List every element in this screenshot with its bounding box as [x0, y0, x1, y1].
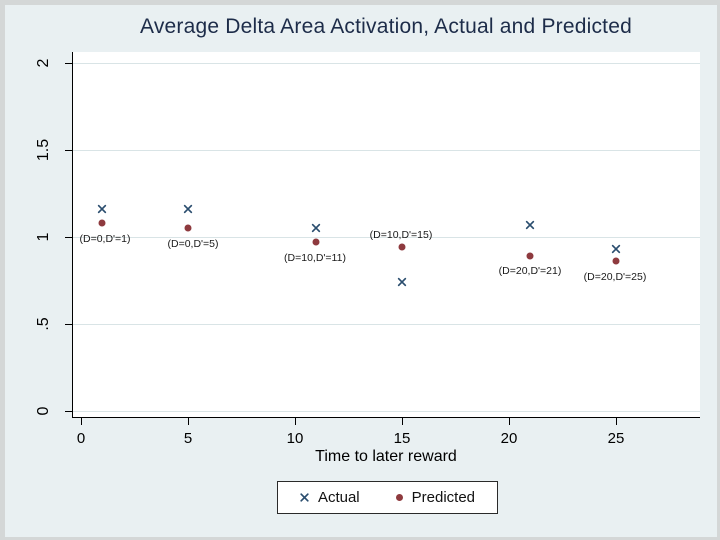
x-axis-tick — [295, 418, 296, 425]
marker-label: (D=10,D'=11) — [284, 252, 346, 264]
plot-area — [72, 52, 700, 418]
x-axis-tick-label: 25 — [607, 430, 625, 447]
y-axis-tick-label: 2 — [35, 58, 52, 68]
gridline — [73, 411, 700, 412]
x-marker-icon — [526, 220, 535, 229]
gridline — [73, 63, 700, 64]
data-point-actual — [98, 205, 107, 214]
legend-item-predicted: Predicted — [395, 489, 476, 506]
gridline — [73, 150, 700, 151]
x-axis-tick — [402, 418, 403, 425]
y-axis-tick-label: 0 — [35, 406, 52, 416]
marker-label: (D=0,D'=5) — [167, 238, 219, 250]
marker-label: (D=10,D'=15) — [369, 229, 433, 241]
x-axis-tick-label: 20 — [500, 430, 518, 447]
marker-label: (D=20,D'=25) — [583, 271, 647, 283]
x-marker-icon — [397, 278, 407, 287]
dot-marker-icon — [184, 224, 192, 232]
legend-item-label: Predicted — [411, 489, 476, 506]
data-point-actual — [312, 224, 321, 233]
x-marker-icon — [98, 205, 107, 214]
data-point-predicted — [184, 224, 192, 232]
marker-label: (D=20,D'=21) — [498, 265, 562, 277]
y-axis-tick-label: 1 — [35, 232, 52, 242]
data-point-actual — [611, 245, 621, 254]
data-point-actual — [397, 278, 407, 287]
dot-marker-icon — [398, 243, 406, 251]
gridline — [73, 237, 700, 238]
x-axis-tick — [509, 418, 510, 425]
dot-marker-icon — [312, 238, 320, 246]
y-axis-tick — [65, 237, 72, 238]
data-point-predicted — [612, 257, 620, 265]
x-axis-tick — [616, 418, 617, 425]
y-axis-tick — [65, 324, 72, 325]
data-point-actual — [183, 205, 193, 214]
x-marker-icon — [183, 205, 193, 214]
x-marker-icon — [312, 224, 321, 233]
y-axis-tick-label: 1.5 — [35, 138, 52, 162]
data-point-predicted — [398, 243, 406, 251]
legend-dot — [395, 494, 403, 501]
x-axis-tick — [81, 418, 82, 425]
x-axis-tick-label: 15 — [393, 430, 411, 447]
y-axis-tick — [65, 411, 72, 412]
dot-marker-icon — [526, 252, 534, 260]
x-axis-tick-label: 10 — [286, 430, 304, 447]
x-marker-icon — [611, 245, 621, 254]
legend-item-actual: Actual — [300, 489, 360, 506]
data-point-actual — [526, 220, 535, 229]
x-axis-tick-label: 0 — [76, 430, 86, 447]
x-axis-tick-label: 5 — [183, 430, 193, 447]
data-point-predicted — [526, 252, 534, 260]
dot-marker-icon — [612, 257, 620, 265]
chart-title: Average Delta Area Activation, Actual an… — [140, 15, 632, 38]
dot-marker-icon — [98, 219, 106, 227]
y-axis-tick — [65, 63, 72, 64]
marker-label: (D=0,D'=1) — [79, 233, 131, 245]
legend-item-label: Actual — [317, 489, 360, 506]
data-point-predicted — [312, 238, 320, 246]
data-point-predicted — [98, 219, 106, 227]
gridline — [73, 324, 700, 325]
y-axis-tick-label: .5 — [35, 317, 52, 331]
legend-marker — [395, 494, 403, 501]
x-axis-title: Time to later reward — [315, 448, 457, 465]
legend: Actual Predicted — [277, 481, 498, 514]
x-axis-tick — [188, 418, 189, 425]
y-axis-tick — [65, 150, 72, 151]
legend-marker — [300, 493, 309, 502]
